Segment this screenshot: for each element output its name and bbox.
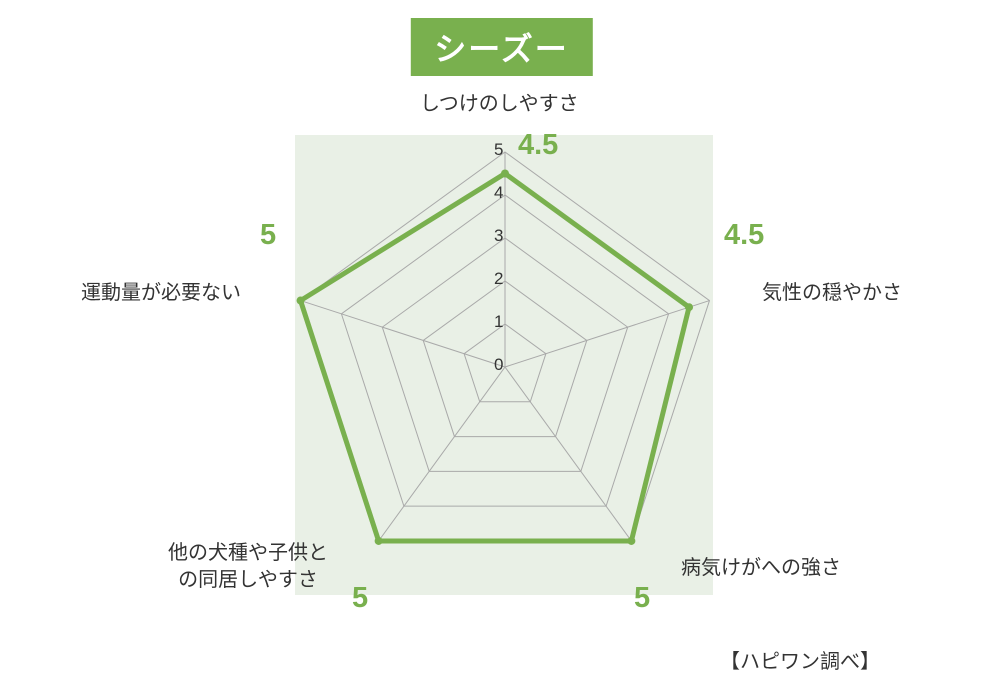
axis-tick: 1 [494,312,503,332]
axis-tick: 5 [494,140,503,160]
axis-label: 病気けがへの強さ [681,555,841,582]
axis-score: 5 [634,582,650,615]
axis-label: 運動量が必要ない [81,280,241,307]
axis-score: 5 [352,582,368,615]
axis-score: 4.5 [518,129,558,162]
axis-tick: 0 [494,355,503,375]
axis-score: 5 [260,219,276,252]
axis-score: 4.5 [724,219,764,252]
axis-tick: 4 [494,183,503,203]
axis-label: 気性の穏やかさ [762,280,902,307]
axis-tick: 2 [494,269,503,289]
axis-label: しつけのしやすさ [420,91,579,118]
axis-label: 他の犬種や子供との同居しやすさ [168,540,328,594]
axis-tick: 3 [494,226,503,246]
page-root: { "title": { "text": "シーズー", "bg_color":… [0,0,1003,697]
source-footnote: 【ハピワン調べ】 [720,645,880,674]
